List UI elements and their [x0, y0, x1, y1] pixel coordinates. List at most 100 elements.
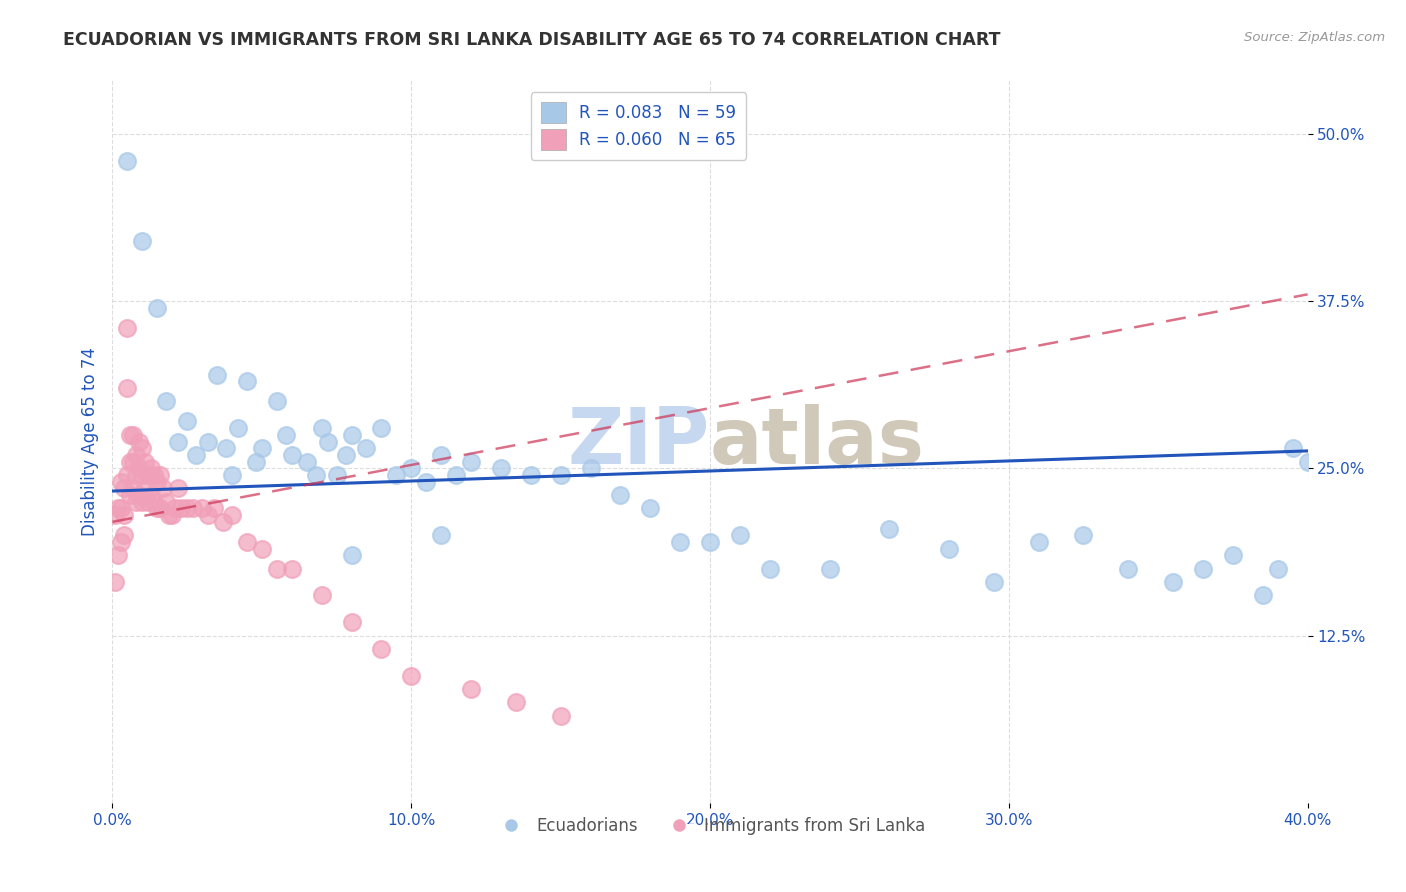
Point: [430, 528, 453, 542]
Point: [311, 589, 333, 603]
Point: [143, 494, 166, 508]
Point: [460, 455, 482, 469]
Point: [385, 467, 408, 482]
Point: [110, 534, 132, 549]
Point: [520, 467, 543, 482]
Point: [197, 434, 219, 449]
Point: [205, 368, 228, 382]
Point: [146, 475, 169, 489]
Point: [138, 494, 160, 508]
Point: [340, 548, 363, 563]
Point: [221, 508, 243, 523]
Text: Source: ZipAtlas.com: Source: ZipAtlas.com: [1244, 31, 1385, 45]
Point: [311, 421, 333, 435]
Point: [143, 467, 166, 482]
Point: [335, 448, 357, 462]
Point: [415, 475, 437, 489]
Point: [149, 467, 172, 482]
Point: [165, 501, 187, 516]
Point: [117, 381, 139, 395]
Point: [104, 575, 127, 590]
Point: [759, 562, 782, 576]
Point: [356, 442, 378, 455]
Point: [149, 501, 172, 516]
Point: [640, 501, 662, 516]
Point: [155, 494, 177, 508]
Point: [215, 442, 238, 455]
Point: [114, 482, 135, 496]
Point: [138, 467, 160, 482]
Point: [128, 488, 150, 502]
Point: [120, 455, 142, 469]
Point: [221, 467, 243, 482]
Point: [274, 427, 297, 442]
Legend: Ecuadorians, Immigrants from Sri Lanka: Ecuadorians, Immigrants from Sri Lanka: [488, 810, 932, 841]
Point: [295, 455, 318, 469]
Point: [122, 455, 145, 469]
Point: [1073, 528, 1095, 542]
Point: [879, 521, 901, 535]
Point: [107, 501, 129, 516]
Point: [128, 434, 150, 449]
Point: [107, 548, 129, 563]
Point: [1267, 562, 1289, 576]
Point: [669, 534, 692, 549]
Point: [460, 681, 482, 696]
Point: [117, 321, 139, 335]
Point: [1118, 562, 1140, 576]
Point: [505, 696, 527, 710]
Text: atlas: atlas: [710, 403, 925, 480]
Point: [489, 461, 512, 475]
Text: ZIP: ZIP: [568, 403, 710, 480]
Y-axis label: Disability Age 65 to 74: Disability Age 65 to 74: [80, 347, 98, 536]
Point: [120, 427, 142, 442]
Point: [1281, 442, 1303, 455]
Point: [1251, 589, 1274, 603]
Text: ECUADORIAN VS IMMIGRANTS FROM SRI LANKA DISABILITY AGE 65 TO 74 CORRELATION CHAR: ECUADORIAN VS IMMIGRANTS FROM SRI LANKA …: [63, 31, 1001, 49]
Point: [266, 394, 288, 409]
Point: [579, 461, 602, 475]
Point: [370, 642, 392, 657]
Point: [181, 501, 204, 516]
Point: [131, 494, 153, 508]
Point: [728, 528, 751, 542]
Point: [250, 541, 273, 556]
Point: [146, 301, 169, 315]
Point: [401, 461, 423, 475]
Point: [197, 508, 219, 523]
Point: [316, 434, 339, 449]
Point: [245, 455, 267, 469]
Point: [281, 562, 304, 576]
Point: [1192, 562, 1215, 576]
Point: [818, 562, 841, 576]
Point: [167, 434, 190, 449]
Point: [125, 467, 148, 482]
Point: [983, 575, 1005, 590]
Point: [266, 562, 288, 576]
Point: [131, 442, 153, 455]
Point: [162, 508, 183, 523]
Point: [131, 234, 153, 248]
Point: [120, 488, 142, 502]
Point: [110, 501, 132, 516]
Point: [176, 414, 198, 429]
Point: [125, 494, 148, 508]
Point: [122, 427, 145, 442]
Point: [155, 394, 177, 409]
Point: [699, 534, 721, 549]
Point: [305, 467, 328, 482]
Point: [609, 488, 631, 502]
Point: [550, 467, 572, 482]
Point: [146, 501, 169, 516]
Point: [141, 461, 163, 475]
Point: [226, 421, 249, 435]
Point: [401, 669, 423, 683]
Point: [340, 427, 363, 442]
Point: [444, 467, 467, 482]
Point: [125, 448, 148, 462]
Point: [186, 448, 208, 462]
Point: [114, 528, 135, 542]
Point: [236, 534, 259, 549]
Point: [141, 488, 163, 502]
Point: [281, 448, 304, 462]
